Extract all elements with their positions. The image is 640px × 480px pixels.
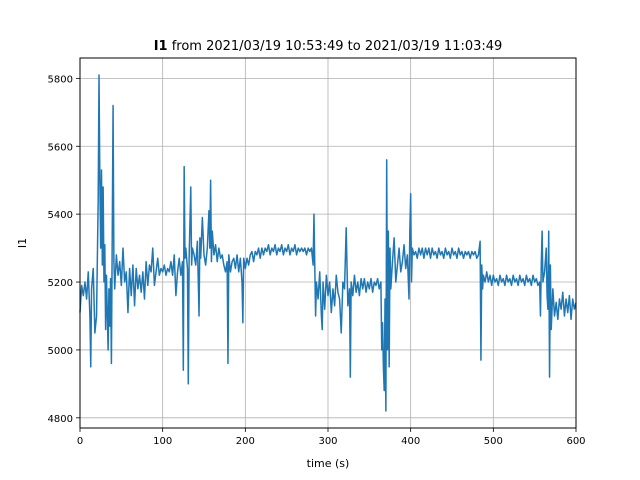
x-tick-label: 100 — [153, 436, 172, 447]
x-tick-label: 500 — [484, 436, 503, 447]
x-axis-label: time (s) — [307, 457, 350, 470]
y-tick-label: 5000 — [48, 346, 73, 357]
chart-title: I1 from 2021/03/19 10:53:49 to 2021/03/1… — [154, 39, 503, 54]
chart-title-bold: I1 — [154, 39, 168, 54]
y-tick-label: 5200 — [48, 278, 73, 289]
chart-title-rest: from 2021/03/19 10:53:49 to 2021/03/19 1… — [168, 39, 503, 54]
grid — [79, 58, 577, 428]
y-axis-label: I1 — [16, 238, 29, 248]
y-tick-label: 5800 — [48, 74, 73, 85]
y-tick-label: 5600 — [48, 142, 73, 153]
x-tick-label: 600 — [566, 436, 585, 447]
series-line — [79, 74, 577, 412]
x-tick-label: 200 — [236, 436, 255, 447]
plot-area — [79, 74, 577, 412]
x-tick-label: 0 — [77, 436, 83, 447]
y-tick-label: 5400 — [48, 210, 73, 221]
y-tick-label: 4800 — [48, 414, 73, 425]
ticks: 0 100 200 300 400 500 600 4800 5000 5200 5400 5600 5… — [48, 74, 586, 447]
x-tick-label: 400 — [401, 436, 420, 447]
x-tick-label: 300 — [318, 436, 337, 447]
